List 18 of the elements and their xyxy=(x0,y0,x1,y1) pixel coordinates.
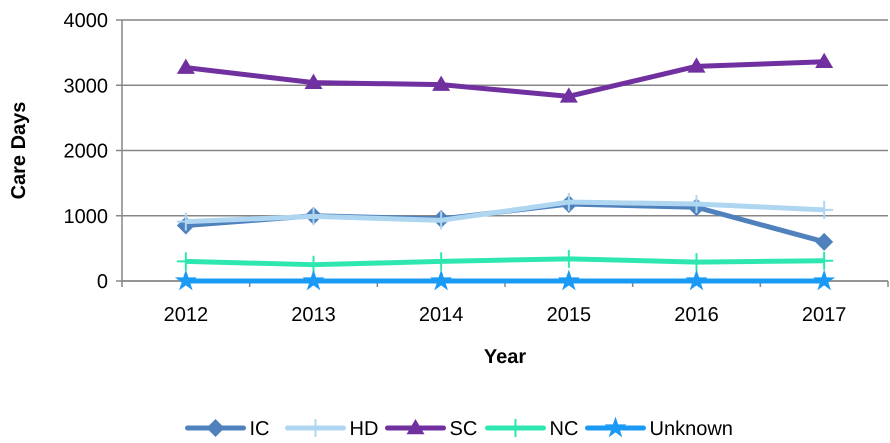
x-tick-label: 2016 xyxy=(674,304,719,326)
y-tick-label: 1000 xyxy=(64,206,108,228)
x-tick-label: 2012 xyxy=(164,304,208,326)
y-tick-label: 3000 xyxy=(64,75,108,98)
x-tick-label: 2014 xyxy=(418,304,464,326)
legend-label: Unknown xyxy=(650,418,733,440)
x-tick-label: 2015 xyxy=(546,304,592,326)
legend-label: IC xyxy=(250,418,270,440)
legend-label: HD xyxy=(350,418,378,440)
x-tick-label: 2017 xyxy=(802,304,846,326)
legend-label: SC xyxy=(450,418,478,440)
y-tick-label: 0 xyxy=(96,271,108,293)
y-axis-title: Care Days xyxy=(8,102,30,200)
y-tick-label: 2000 xyxy=(64,140,108,162)
x-axis-title: Year xyxy=(484,346,526,368)
y-tick-label: 4000 xyxy=(64,10,108,32)
x-tick-label: 2013 xyxy=(291,304,336,326)
legend-label: NC xyxy=(550,418,578,440)
